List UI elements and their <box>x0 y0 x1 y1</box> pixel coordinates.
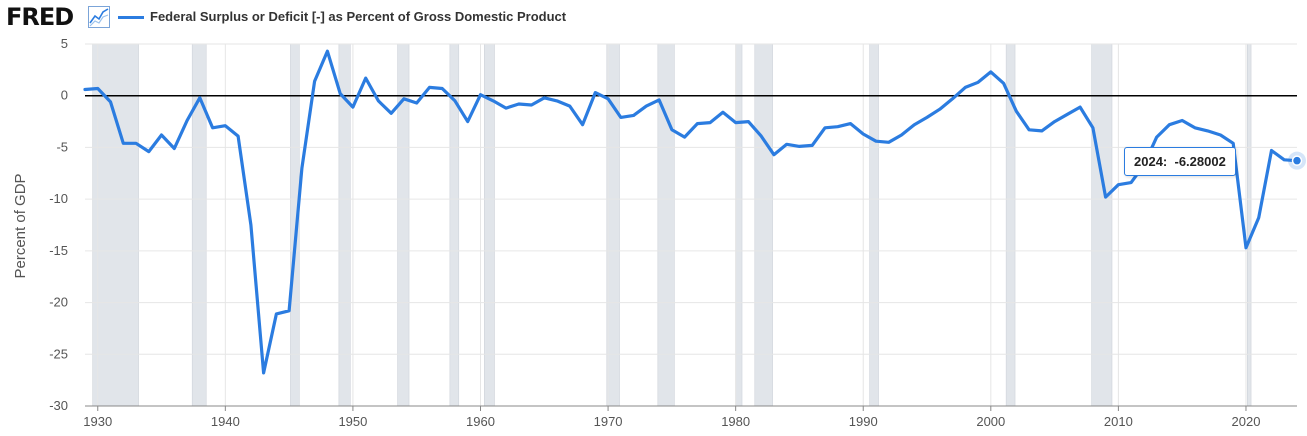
series-layer <box>83 49 1306 375</box>
recession-band <box>869 43 879 407</box>
legend-swatch <box>118 16 144 19</box>
series-line <box>83 49 1299 375</box>
tooltip-year: 2024: <box>1134 154 1168 169</box>
legend-label: Federal Surplus or Deficit [-] as Percen… <box>150 9 567 24</box>
x-tick-label: 1930 <box>83 414 112 429</box>
y-tick-label: -10 <box>49 191 68 206</box>
recession-band <box>1091 43 1113 407</box>
x-tick-label: 1980 <box>721 414 750 429</box>
recession-band <box>657 43 675 407</box>
axes: 5 0 -5 -10 -15 -20 -25 -30 1930 1940 1950 1960 1970 1… <box>49 36 1297 429</box>
x-tick-label: 2010 <box>1104 414 1133 429</box>
highlight-point <box>1291 155 1303 166</box>
y-tick-label: -15 <box>49 243 68 258</box>
y-tick-label: -30 <box>49 398 68 413</box>
y-tick-label: 0 <box>61 88 68 103</box>
x-tick-label: 2000 <box>976 414 1005 429</box>
recession-band <box>735 43 743 407</box>
tooltip-value: -6.28002 <box>1174 154 1226 169</box>
y-tick-label: 5 <box>61 36 68 51</box>
x-tick-label: 1940 <box>211 414 240 429</box>
y-tick-label: -20 <box>49 295 68 310</box>
y-tick-label: -25 <box>49 346 68 361</box>
line-chart-icon <box>88 6 110 28</box>
x-tick-label: 1960 <box>466 414 495 429</box>
recession-bands <box>92 43 1252 407</box>
y-tick-label: -5 <box>56 139 68 154</box>
x-tick-label: 1970 <box>594 414 623 429</box>
x-tick-label: 2020 <box>1232 414 1261 429</box>
recession-band <box>754 43 773 407</box>
tooltip: 2024: -6.28002 <box>1124 147 1236 176</box>
x-tick-label: 1990 <box>849 414 878 429</box>
fred-logo[interactable]: FRED <box>6 3 74 31</box>
recession-band <box>1246 43 1252 407</box>
x-tick-label: 1950 <box>338 414 367 429</box>
recession-band <box>92 43 139 407</box>
chart-header: FRED Federal Surplus or Deficit [-] as P… <box>0 0 1307 34</box>
y-axis-label: Percent of GDP <box>12 173 29 278</box>
